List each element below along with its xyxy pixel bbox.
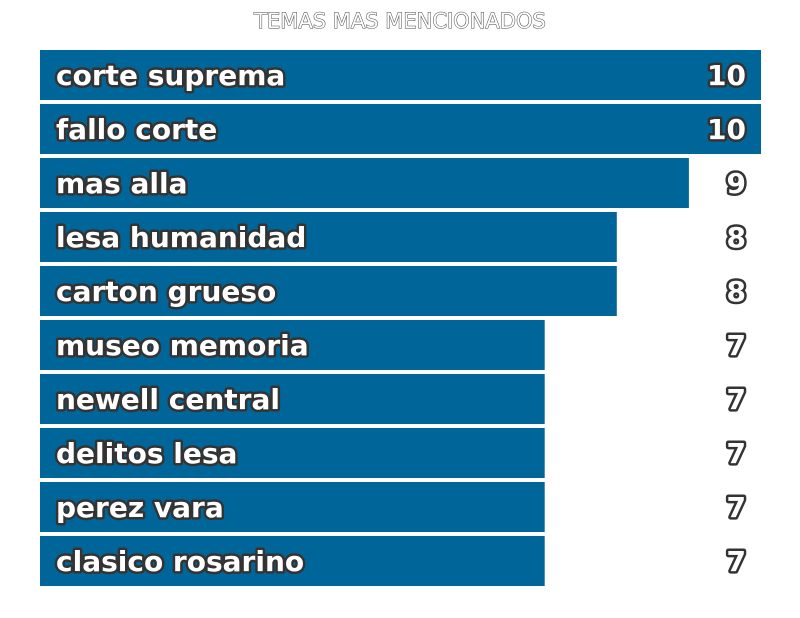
bar-label: corte suprema (56, 59, 285, 92)
bar (40, 482, 545, 532)
bar-value: 7 (727, 383, 746, 416)
bar-row: delitos lesa 7 (40, 428, 749, 478)
bar (40, 158, 689, 208)
bar (40, 266, 617, 316)
bar-label: newell central (56, 383, 280, 416)
bar-label: clasico rosarino (56, 545, 304, 578)
bar (40, 50, 761, 100)
bar-value: 7 (727, 437, 746, 470)
bar-value: 8 (727, 221, 746, 254)
bar-value: 8 (727, 275, 746, 308)
bar-row: corte suprema 10 (40, 50, 761, 100)
chart-title: TEMAS MAS MENCIONADOS (253, 9, 546, 33)
bar-value: 10 (707, 59, 746, 92)
bar-label: mas alla (56, 167, 187, 200)
bar-row: clasico rosarino 7 (40, 536, 749, 586)
bar-value: 10 (707, 113, 746, 146)
bar (40, 428, 545, 478)
bar-label: carton grueso (56, 275, 276, 308)
bar-label: perez vara (56, 491, 224, 524)
bar-label: museo memoria (56, 329, 309, 362)
bar (40, 536, 545, 586)
bar-row: lesa humanidad 8 (40, 212, 749, 262)
bars: corte suprema 10 fallo corte 10 mas alla 9 les… (40, 50, 761, 586)
bar (40, 320, 545, 370)
bar-label: fallo corte (56, 113, 217, 146)
bar-value: 7 (727, 545, 746, 578)
bar-row: fallo corte 10 (40, 104, 761, 154)
bar-label: lesa humanidad (56, 221, 306, 254)
bar-value: 7 (727, 491, 746, 524)
bar-row: carton grueso 8 (40, 266, 749, 316)
bar (40, 212, 617, 262)
bar-row: perez vara 7 (40, 482, 749, 532)
bar-label: delitos lesa (56, 437, 237, 470)
bar-row: newell central 7 (40, 374, 749, 424)
bar-value: 7 (727, 329, 746, 362)
bar-value: 9 (727, 167, 746, 200)
bar-row: mas alla 9 (40, 158, 749, 208)
bar-row: museo memoria 7 (40, 320, 749, 370)
bar (40, 104, 761, 154)
bar (40, 374, 545, 424)
